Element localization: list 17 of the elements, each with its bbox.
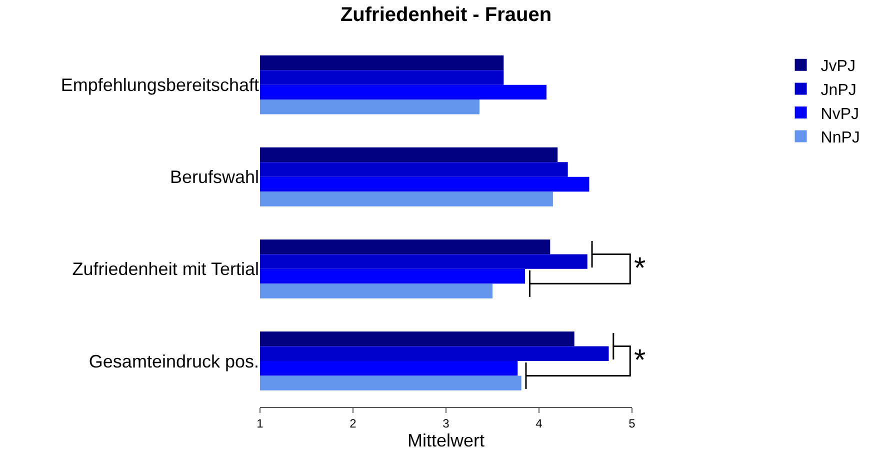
y-tick-label: Berufswahl bbox=[170, 167, 259, 188]
x-tick-label: 1 bbox=[256, 416, 264, 430]
legend-label: JvPJ bbox=[820, 58, 856, 76]
text: * bbox=[634, 252, 646, 285]
text: * bbox=[634, 344, 646, 377]
y-tick-label: Zufriedenheit mit Tertial bbox=[72, 259, 259, 280]
x-tick-label: 2 bbox=[350, 416, 357, 430]
y-tick-label: Empfehlungsbereitschaft bbox=[60, 75, 259, 96]
legend-label: NnPJ bbox=[820, 130, 860, 147]
x-tick-label: 4 bbox=[536, 416, 543, 430]
x-axis-title: Mittelwert bbox=[407, 430, 485, 450]
x-tick-label: 5 bbox=[628, 416, 636, 430]
legend-label: JnPJ bbox=[820, 82, 856, 99]
chart-title: Zufriedenheit - Frauen bbox=[340, 4, 552, 26]
legend-label: NvPJ bbox=[820, 106, 860, 123]
x-tick-label: 3 bbox=[442, 416, 450, 430]
y-tick-label: Gesamteindruck pos. bbox=[88, 351, 259, 372]
